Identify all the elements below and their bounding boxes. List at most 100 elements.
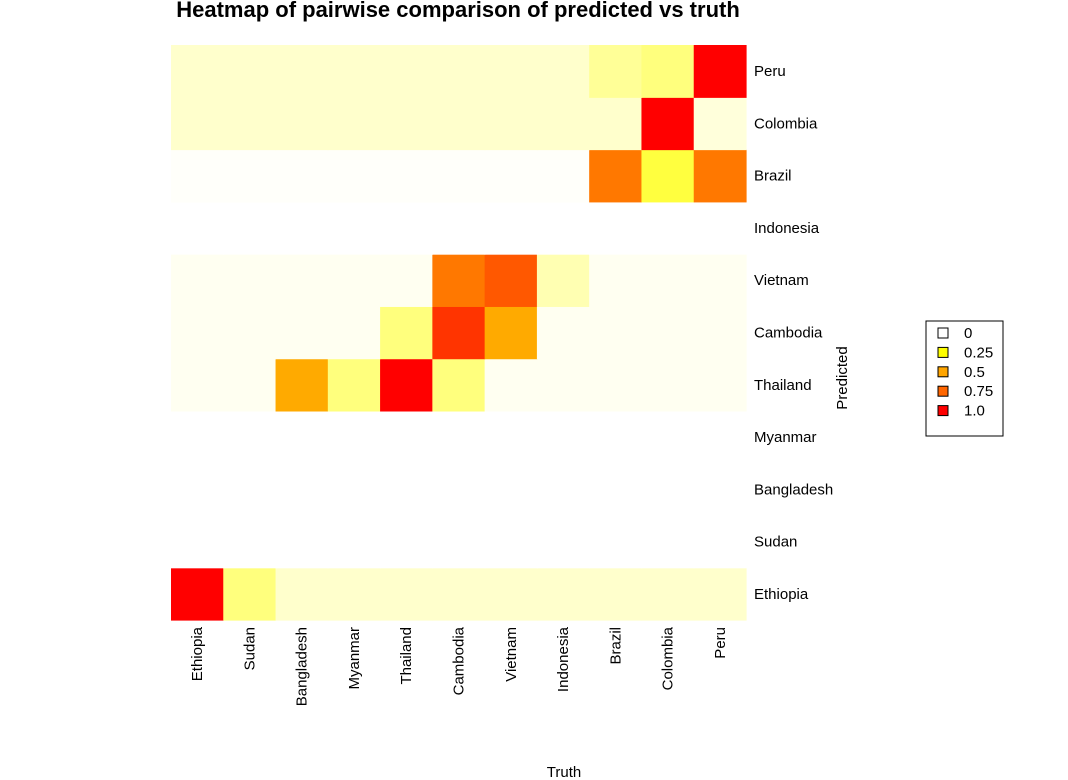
heatmap-cell <box>327 97 381 151</box>
x-tick-labels: Ethiopia Sudan Bangladesh Myanmar Thailand Ca… <box>189 626 729 706</box>
heatmap-cell <box>171 358 224 412</box>
heatmap-cell <box>693 410 747 464</box>
heatmap-cell <box>223 254 277 307</box>
heatmap-cell <box>432 358 486 412</box>
x-tick-label: Indonesia <box>555 626 572 692</box>
heatmap-cell <box>275 201 329 255</box>
heatmap-cell <box>484 515 538 569</box>
heatmap-cell <box>171 306 224 360</box>
heatmap-cell <box>641 97 695 151</box>
heatmap-cell <box>589 463 643 517</box>
heatmap-cell <box>275 254 329 307</box>
heatmap-cell <box>223 201 277 255</box>
heatmap-cell <box>171 254 224 307</box>
chart-title: Heatmap of pairwise comparison of predic… <box>176 0 740 22</box>
heatmap-cell <box>432 201 486 255</box>
heatmap-cell <box>432 149 486 203</box>
heatmap-cell <box>432 97 486 151</box>
heatmap-cell <box>641 149 695 203</box>
heatmap-cell <box>275 306 329 360</box>
heatmap-cell <box>536 201 590 255</box>
heatmap-cell <box>327 463 381 517</box>
heatmap-cells <box>171 45 747 621</box>
heatmap-cell <box>589 567 643 621</box>
y-tick-label: Colombia <box>754 115 818 132</box>
y-tick-labels: Ethiopia Sudan Bangladesh Myanmar Thailand Ca… <box>754 63 833 603</box>
heatmap-cell <box>223 306 277 360</box>
legend-swatch <box>937 346 949 358</box>
legend-label: 0.75 <box>964 383 993 400</box>
y-tick-label: Ethiopia <box>754 586 809 603</box>
legend-swatch <box>937 405 949 417</box>
heatmap-cell <box>380 149 433 203</box>
heatmap-cell <box>484 306 538 360</box>
heatmap-cell <box>327 201 381 255</box>
heatmap-cell <box>641 515 695 569</box>
heatmap-cell <box>484 254 538 307</box>
heatmap-cell <box>484 463 538 517</box>
heatmap-cell <box>536 45 590 98</box>
heatmap-cell <box>484 358 538 412</box>
heatmap-cell <box>536 515 590 569</box>
heatmap-cell <box>536 97 590 151</box>
heatmap-cell <box>171 97 224 151</box>
heatmap-cell <box>432 45 486 98</box>
heatmap-cell <box>484 45 538 98</box>
heatmap-cell <box>589 358 643 412</box>
heatmap-cell <box>641 254 695 307</box>
y-tick-label: Thailand <box>754 377 812 394</box>
heatmap-cell <box>432 306 486 360</box>
heatmap-cell <box>693 567 747 621</box>
heatmap-cell <box>641 567 695 621</box>
heatmap-cell <box>327 149 381 203</box>
heatmap-cell <box>536 358 590 412</box>
heatmap-cell <box>432 254 486 307</box>
heatmap-cell <box>693 254 747 307</box>
heatmap-cell <box>275 515 329 569</box>
y-tick-label: Bangladesh <box>754 481 833 498</box>
heatmap-cell <box>484 410 538 464</box>
heatmap-cell <box>432 567 486 621</box>
heatmap-cell <box>171 45 224 98</box>
x-tick-label: Bangladesh <box>294 627 311 706</box>
heatmap-cell <box>536 410 590 464</box>
heatmap-cell <box>589 515 643 569</box>
heatmap-cell <box>380 358 433 412</box>
heatmap-cell <box>380 45 433 98</box>
heatmap-cell <box>275 463 329 517</box>
heatmap-cell <box>536 463 590 517</box>
legend-label: 0 <box>964 325 972 342</box>
heatmap-cell <box>223 567 277 621</box>
legend-swatch <box>937 385 949 397</box>
legend-label: 0.5 <box>964 364 985 381</box>
heatmap-cell <box>380 201 433 255</box>
heatmap-cell <box>641 463 695 517</box>
y-tick-label: Brazil <box>754 168 792 185</box>
heatmap-cell <box>380 515 433 569</box>
heatmap-cell <box>536 149 590 203</box>
heatmap-cell <box>275 358 329 412</box>
legend-swatch <box>937 366 949 378</box>
heatmap-cell <box>223 149 277 203</box>
heatmap-cell <box>641 306 695 360</box>
heatmap-cell <box>171 410 224 464</box>
heatmap-cell <box>171 463 224 517</box>
heatmap-cell <box>693 515 747 569</box>
heatmap-cell <box>275 45 329 98</box>
heatmap-cell <box>275 149 329 203</box>
heatmap-cell <box>223 515 277 569</box>
heatmap-cell <box>327 410 381 464</box>
heatmap-cell <box>380 254 433 307</box>
legend-label: 0.25 <box>964 344 993 361</box>
heatmap-cell <box>432 515 486 569</box>
heatmap-cell <box>641 358 695 412</box>
y-tick-label: Peru <box>754 63 786 80</box>
heatmap-cell <box>380 97 433 151</box>
heatmap-cell <box>641 410 695 464</box>
x-tick-label: Colombia <box>660 626 677 690</box>
heatmap-cell <box>589 45 643 98</box>
x-tick-label: Myanmar <box>346 627 363 690</box>
heatmap-cell <box>432 463 486 517</box>
heatmap-cell <box>223 463 277 517</box>
x-tick-label: Vietnam <box>503 627 520 682</box>
